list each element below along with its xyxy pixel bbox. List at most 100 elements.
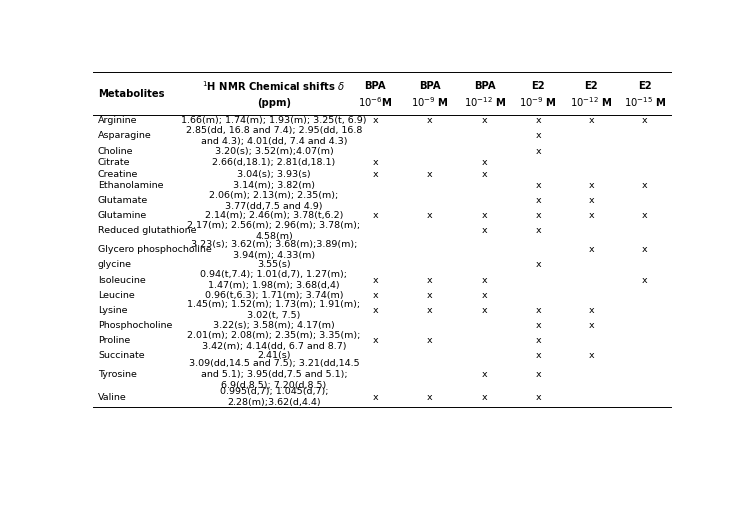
Text: $10^{-9}$ M: $10^{-9}$ M: [411, 96, 449, 110]
Text: x: x: [482, 227, 488, 236]
Text: x: x: [482, 291, 488, 300]
Text: E2: E2: [585, 81, 598, 91]
Text: x: x: [589, 211, 594, 220]
Text: x: x: [536, 393, 542, 402]
Text: 0.96(t,6.3); 1.71(m); 3.74(m): 0.96(t,6.3); 1.71(m); 3.74(m): [204, 291, 343, 300]
Text: x: x: [427, 306, 433, 315]
Text: Glutamate: Glutamate: [98, 196, 148, 205]
Text: x: x: [589, 321, 594, 330]
Text: 3.55(s): 3.55(s): [257, 261, 291, 270]
Text: Lysine: Lysine: [98, 306, 128, 315]
Text: x: x: [536, 336, 542, 345]
Text: Succinate: Succinate: [98, 352, 145, 360]
Text: 0.94(t,7.4); 1.01(d,7), 1.27(m);
1.47(m); 1.98(m); 3.68(d,4): 0.94(t,7.4); 1.01(d,7), 1.27(m); 1.47(m)…: [201, 270, 348, 290]
Text: Reduced glutathione: Reduced glutathione: [98, 227, 196, 236]
Text: 2.14(m); 2.46(m); 3.78(t,6.2): 2.14(m); 2.46(m); 3.78(t,6.2): [204, 211, 343, 220]
Text: x: x: [427, 393, 433, 402]
Text: x: x: [536, 352, 542, 360]
Text: x: x: [482, 370, 488, 379]
Text: x: x: [536, 227, 542, 236]
Text: x: x: [372, 393, 378, 402]
Text: x: x: [536, 261, 542, 270]
Text: x: x: [482, 170, 488, 179]
Text: (ppm): (ppm): [257, 97, 291, 107]
Text: $10^{-6}$M: $10^{-6}$M: [358, 96, 392, 110]
Text: Proline: Proline: [98, 336, 130, 345]
Text: $^{1}$H NMR Chemical shifts $\delta$: $^{1}$H NMR Chemical shifts $\delta$: [202, 79, 345, 93]
Text: x: x: [589, 181, 594, 190]
Text: x: x: [642, 211, 648, 220]
Text: x: x: [427, 170, 433, 179]
Text: $10^{-12}$ M: $10^{-12}$ M: [570, 96, 612, 110]
Text: glycine: glycine: [98, 261, 132, 270]
Text: x: x: [536, 370, 542, 379]
Text: x: x: [589, 352, 594, 360]
Text: x: x: [642, 276, 648, 285]
Text: E2: E2: [638, 81, 651, 91]
Text: x: x: [372, 211, 378, 220]
Text: Ethanolamine: Ethanolamine: [98, 181, 163, 190]
Text: BPA: BPA: [474, 81, 496, 91]
Text: x: x: [642, 245, 648, 254]
Text: x: x: [589, 306, 594, 315]
Text: x: x: [536, 211, 542, 220]
Text: Phosphocholine: Phosphocholine: [98, 321, 172, 330]
Text: x: x: [482, 158, 488, 167]
Text: Valine: Valine: [98, 393, 127, 402]
Text: 3.23(s); 3.62(m); 3.68(m);3.89(m);
3.94(m); 4.33(m): 3.23(s); 3.62(m); 3.68(m);3.89(m); 3.94(…: [191, 240, 357, 260]
Text: 2.66(d,18.1); 2.81(d,18.1): 2.66(d,18.1); 2.81(d,18.1): [213, 158, 336, 167]
Text: Creatine: Creatine: [98, 170, 138, 179]
Text: x: x: [372, 276, 378, 285]
Text: x: x: [372, 291, 378, 300]
Text: x: x: [427, 211, 433, 220]
Text: x: x: [482, 117, 488, 125]
Text: x: x: [642, 181, 648, 190]
Text: 2.17(m); 2.56(m); 2.96(m); 3.78(m);
4.58(m): 2.17(m); 2.56(m); 2.96(m); 3.78(m); 4.58…: [187, 221, 360, 241]
Text: 3.22(s); 3.58(m); 4.17(m): 3.22(s); 3.58(m); 4.17(m): [213, 321, 335, 330]
Text: x: x: [536, 181, 542, 190]
Text: x: x: [372, 306, 378, 315]
Text: x: x: [482, 306, 488, 315]
Text: $10^{-9}$ M: $10^{-9}$ M: [519, 96, 557, 110]
Text: $10^{-12}$ M: $10^{-12}$ M: [464, 96, 506, 110]
Text: x: x: [482, 211, 488, 220]
Text: x: x: [536, 131, 542, 140]
Text: x: x: [372, 336, 378, 345]
Text: E2: E2: [532, 81, 545, 91]
Text: x: x: [372, 117, 378, 125]
Text: Isoleucine: Isoleucine: [98, 276, 145, 285]
Text: x: x: [482, 276, 488, 285]
Text: x: x: [589, 245, 594, 254]
Text: Glycero phosphocholine: Glycero phosphocholine: [98, 245, 212, 254]
Text: 3.04(s); 3.93(s): 3.04(s); 3.93(s): [237, 170, 311, 179]
Text: x: x: [642, 117, 648, 125]
Text: 2.41(s): 2.41(s): [257, 352, 291, 360]
Text: Choline: Choline: [98, 147, 134, 155]
Text: x: x: [589, 117, 594, 125]
Text: x: x: [589, 196, 594, 205]
Text: Metabolites: Metabolites: [98, 88, 164, 98]
Text: $10^{-15}$ M: $10^{-15}$ M: [624, 96, 666, 110]
Text: BPA: BPA: [419, 81, 441, 91]
Text: 2.85(dd, 16.8 and 7.4); 2.95(dd, 16.8
and 4.3); 4.01(dd, 7.4 and 4.3): 2.85(dd, 16.8 and 7.4); 2.95(dd, 16.8 an…: [186, 126, 362, 146]
Text: Tyrosine: Tyrosine: [98, 370, 137, 379]
Text: 3.20(s); 3.52(m);4.07(m): 3.20(s); 3.52(m);4.07(m): [215, 147, 333, 155]
Text: BPA: BPA: [364, 81, 386, 91]
Text: x: x: [536, 321, 542, 330]
Text: x: x: [372, 170, 378, 179]
Text: Arginine: Arginine: [98, 117, 137, 125]
Text: Asparagine: Asparagine: [98, 131, 151, 140]
Text: 2.01(m); 2.08(m); 2.35(m); 3.35(m);
3.42(m); 4.14(dd, 6.7 and 8.7): 2.01(m); 2.08(m); 2.35(m); 3.35(m); 3.42…: [187, 331, 360, 351]
Text: x: x: [536, 306, 542, 315]
Text: x: x: [482, 393, 488, 402]
Text: x: x: [536, 117, 542, 125]
Text: Citrate: Citrate: [98, 158, 131, 167]
Text: Leucine: Leucine: [98, 291, 134, 300]
Text: 3.14(m); 3.82(m): 3.14(m); 3.82(m): [233, 181, 315, 190]
Text: 2.06(m); 2.13(m); 2.35(m);
3.77(dd,7.5 and 4.9): 2.06(m); 2.13(m); 2.35(m); 3.77(dd,7.5 a…: [210, 190, 339, 211]
Text: x: x: [427, 336, 433, 345]
Text: 0.995(d,7); 1.045(d,7);
2.28(m);3.62(d,4.4): 0.995(d,7); 1.045(d,7); 2.28(m);3.62(d,4…: [219, 387, 328, 408]
Text: x: x: [427, 291, 433, 300]
Text: x: x: [372, 158, 378, 167]
Text: x: x: [536, 196, 542, 205]
